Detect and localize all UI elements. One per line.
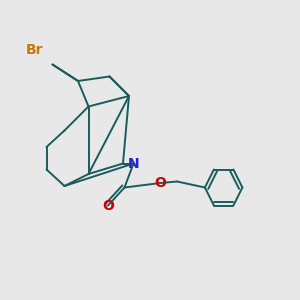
Text: O: O	[102, 199, 114, 212]
Text: O: O	[154, 176, 166, 190]
Text: Br: Br	[26, 43, 43, 56]
Text: N: N	[128, 157, 139, 170]
